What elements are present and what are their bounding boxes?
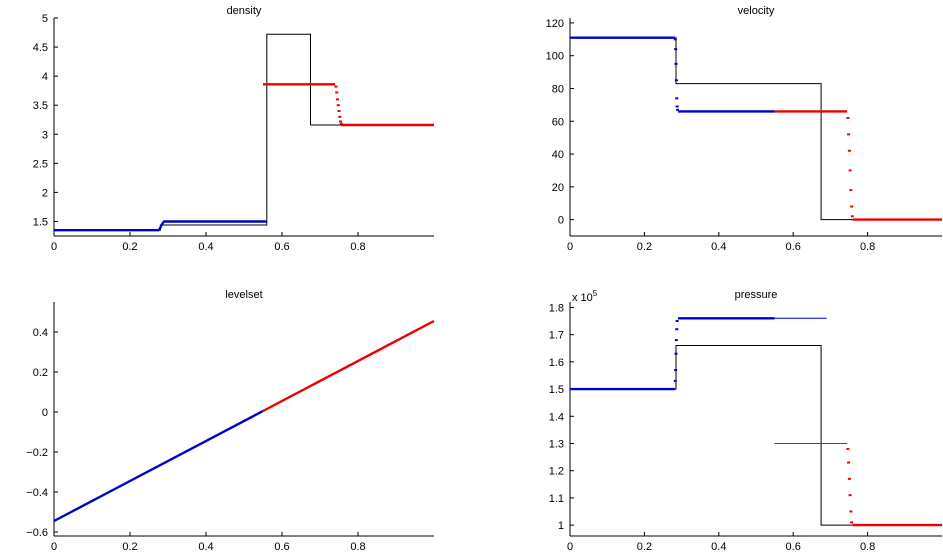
y-tick-label: 0.2 — [33, 367, 48, 379]
x-tick-label: 0.4 — [711, 541, 726, 552]
x-tick-label: 0.6 — [786, 541, 801, 552]
x-tick-label: 0.6 — [274, 541, 289, 552]
x-tick-label: 0.8 — [350, 241, 365, 253]
y-tick-label: 1.3 — [549, 438, 564, 450]
y-tick-label: 2 — [42, 187, 48, 199]
y-tick-label: 1.5 — [549, 384, 564, 396]
series-line-right_fluid — [262, 319, 435, 413]
x-tick-label: 0.6 — [274, 241, 289, 253]
y-tick-label: 3 — [42, 129, 48, 141]
panel-velocity: velocity 0 0.2 0.4 0.6 0.8 0 20 40 60 80 100 120 — [546, 5, 942, 253]
y-tick-label: 4.5 — [33, 42, 48, 54]
y-tick-label: 5 — [42, 13, 48, 25]
y-multiplier: x 105 — [572, 289, 598, 304]
y-tick-label: 1.2 — [549, 466, 564, 478]
series-line-exact — [570, 345, 942, 526]
panel-pressure: pressure 0 0.2 0.4 0.6 0.8 1 1.1 1.2 1.3 1.4 1.5 1.6… — [549, 289, 942, 552]
y-tick-label: 1.8 — [549, 302, 564, 314]
series-line-left_fluid — [54, 220, 267, 232]
x-tick-label: 0.2 — [122, 241, 137, 253]
chart-title: pressure — [735, 289, 778, 301]
series-line-left_fluid — [53, 409, 264, 523]
x-tick-label: 0 — [51, 541, 57, 552]
panel-density: density 0 0.2 0.4 0.6 0.8 1.5 2 2.5 3 3.5 4 4.5 5 — [33, 5, 434, 253]
y-tick-label: 0.4 — [33, 327, 48, 339]
y-tick-label: −0.6 — [26, 527, 48, 539]
y-tick-label: 1.7 — [549, 330, 564, 342]
y-tick-label: 2.5 — [33, 158, 48, 170]
x-tick-label: 0 — [51, 241, 57, 253]
y-tick-label: −0.4 — [26, 487, 48, 499]
x-tick-label: 0.2 — [122, 541, 137, 552]
x-tick-label: 0.8 — [860, 541, 875, 552]
y-tick-label: 20 — [552, 182, 564, 194]
x-tick-label: 0.4 — [711, 241, 726, 253]
y-tick-label: 1.5 — [33, 216, 48, 228]
chart-title: velocity — [738, 5, 775, 17]
y-tick-label: −0.2 — [26, 447, 48, 459]
x-tick-label: 0.4 — [198, 241, 213, 253]
x-tick-label: 0 — [567, 241, 573, 253]
x-tick-label: 0.4 — [198, 541, 213, 552]
y-tick-label: 1 — [558, 520, 564, 532]
y-tick-label: 1.1 — [549, 493, 564, 505]
y-tick-label: 0 — [42, 407, 48, 419]
y-tick-label: 1.6 — [549, 357, 564, 369]
y-tick-label: 60 — [552, 116, 564, 128]
series-line-exact — [570, 37, 942, 221]
x-tick-label: 0.2 — [637, 541, 652, 552]
y-tick-label: 40 — [552, 149, 564, 161]
y-tick-label: 0 — [558, 215, 564, 227]
y-tick-label: 120 — [546, 18, 564, 30]
series-line-exact — [54, 33, 434, 231]
chart-title: levelset — [225, 289, 262, 301]
x-tick-label: 0.8 — [860, 241, 875, 253]
x-tick-label: 0.8 — [350, 541, 365, 552]
y-tick-label: 100 — [546, 51, 564, 63]
x-tick-label: 0.6 — [786, 241, 801, 253]
y-multiplier-base: x 10 — [572, 292, 593, 304]
y-tick-label: 3.5 — [33, 100, 48, 112]
x-tick-label: 0.2 — [637, 241, 652, 253]
y-multiplier-exponent: 5 — [593, 289, 598, 298]
chart-title: density — [227, 5, 262, 17]
x-tick-label: 0 — [567, 541, 573, 552]
y-tick-label: 1.4 — [549, 411, 564, 423]
y-tick-label: 80 — [552, 83, 564, 95]
panel-levelset: levelset 0 0.2 0.4 0.6 0.8 −0.6 −0.4 −0.2 0 0.2 0.4 — [26, 289, 435, 552]
y-tick-label: 4 — [42, 71, 48, 83]
